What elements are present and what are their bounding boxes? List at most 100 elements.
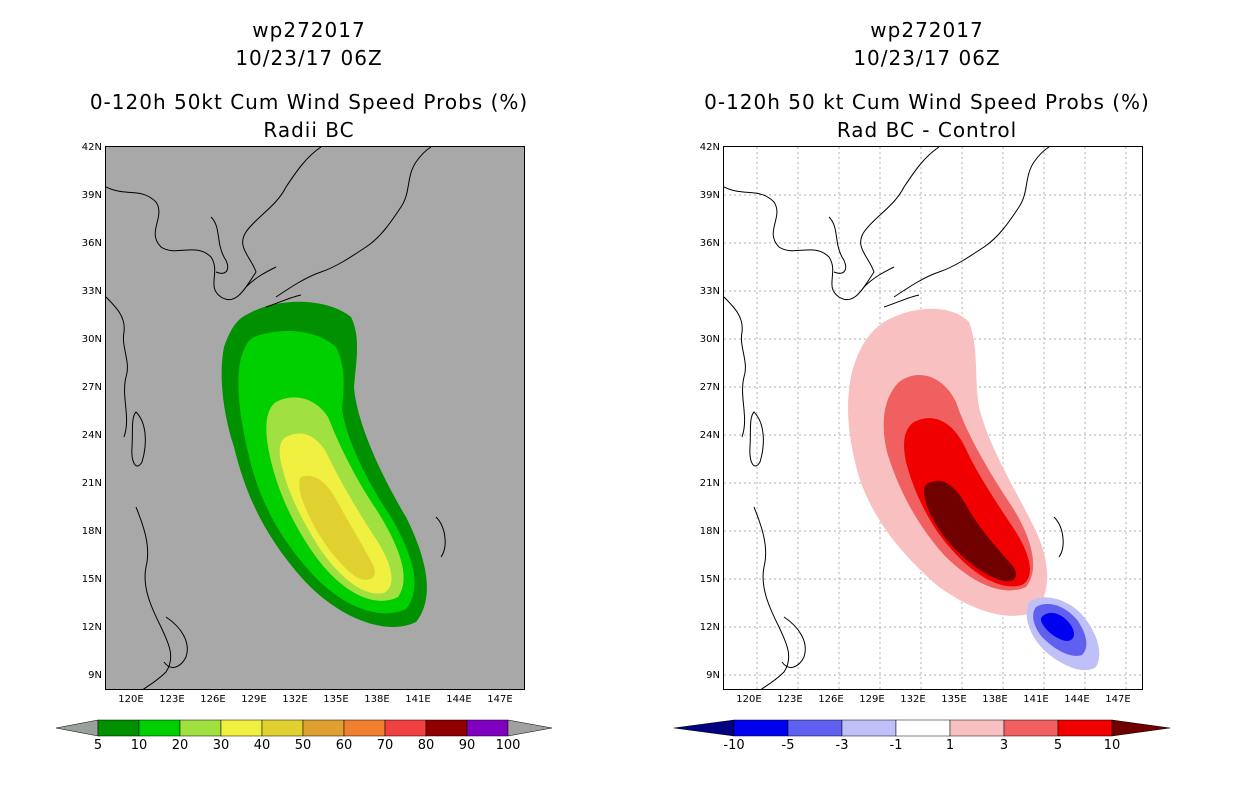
subtitle: Rad BC - Control: [836, 118, 1018, 142]
colorbar-label: 100: [495, 738, 521, 753]
colorbar-label: 40: [253, 738, 271, 753]
lat-label: 15N: [699, 574, 720, 585]
colorbar-label: -3: [835, 738, 849, 753]
date-title: 10/23/17 06Z: [853, 46, 1001, 70]
colorbar-low-arrow: [674, 719, 735, 737]
colorbar-swatch: [466, 719, 509, 737]
lat-label: 21N: [81, 478, 102, 489]
lat-label: 9N: [706, 670, 720, 681]
lon-label: 126E: [818, 694, 844, 705]
probability-map: [105, 146, 525, 690]
lon-label: 129E: [859, 694, 885, 705]
coastlines: [106, 147, 446, 689]
lat-label: 18N: [699, 526, 720, 537]
lat-label: 33N: [81, 286, 102, 297]
lat-label: 12N: [699, 622, 720, 633]
colorbar-swatch: [343, 719, 386, 737]
lat-label: 30N: [699, 334, 720, 345]
difference-map: [723, 146, 1143, 690]
taiwan-outline: [749, 411, 764, 467]
lon-label: 141E: [1023, 694, 1049, 705]
lat-label: 42N: [699, 142, 720, 153]
lon-label: 144E: [446, 694, 472, 705]
lon-label: 132E: [900, 694, 926, 705]
colorbar-swatch: [302, 719, 345, 737]
diff-contour-neg5: [1040, 612, 1074, 641]
colorbar: [56, 719, 553, 737]
colorbar-label: 60: [335, 738, 353, 753]
colorbar-swatch: [138, 719, 181, 737]
lon-label: 129E: [241, 694, 267, 705]
lon-label: 123E: [159, 694, 185, 705]
colorbar-label: 5: [93, 738, 103, 753]
map-svg: [724, 147, 1142, 689]
lon-label: 147E: [487, 694, 513, 705]
colorbar-label: 5: [1053, 738, 1063, 753]
left-panel: wp272017 10/23/17 06Z 0-120h 50kt Cum Wi…: [56, 18, 553, 753]
diff-contour-pos5: [904, 418, 1030, 587]
lon-label: 126E: [200, 694, 226, 705]
colorbar-swatch: [949, 719, 1005, 737]
colorbar-label: 20: [171, 738, 189, 753]
lat-label: 36N: [699, 238, 720, 249]
colorbar-swatch: [97, 719, 140, 737]
lat-label: 15N: [81, 574, 102, 585]
colorbar-swatch: [787, 719, 843, 737]
prob-contour-40: [299, 475, 375, 580]
lon-label: 123E: [777, 694, 803, 705]
storm-id-title: wp272017: [870, 18, 984, 42]
colorbar-label: 80: [417, 738, 435, 753]
colorbar-swatch: [895, 719, 951, 737]
colorbar-swatch: [1003, 719, 1059, 737]
colorbar-swatch: [384, 719, 427, 737]
product-title: 0-120h 50 kt Cum Wind Speed Probs (%): [704, 90, 1150, 114]
colorbar-swatch: [220, 719, 263, 737]
lat-label: 39N: [699, 190, 720, 201]
colorbar-label: 30: [212, 738, 230, 753]
product-title: 0-120h 50kt Cum Wind Speed Probs (%): [89, 90, 529, 114]
lat-label: 30N: [81, 334, 102, 345]
colorbar: [674, 719, 1171, 737]
lon-label: 141E: [405, 694, 431, 705]
colorbar-swatch: [733, 719, 789, 737]
lon-label: 120E: [736, 694, 762, 705]
lat-label: 24N: [81, 430, 102, 441]
colorbar-swatch: [841, 719, 897, 737]
lon-label: 135E: [941, 694, 967, 705]
colorbar-label: 10: [1103, 738, 1121, 753]
lon-label: 138E: [364, 694, 390, 705]
colorbar-label: -10: [723, 738, 745, 753]
right-panel: wp272017 10/23/17 06Z 0-120h 50 kt Cum W…: [618, 0, 1236, 800]
lat-label: 42N: [81, 142, 102, 153]
lat-label: 39N: [81, 190, 102, 201]
colorbar-swatch: [1057, 719, 1113, 737]
colorbar-label: 10: [130, 738, 148, 753]
lon-label: 147E: [1105, 694, 1131, 705]
colorbar-label: 90: [458, 738, 476, 753]
lat-label: 27N: [699, 382, 720, 393]
lat-label: 24N: [699, 430, 720, 441]
lat-label: 33N: [699, 286, 720, 297]
colorbar-high-arrow: [507, 719, 553, 737]
colorbar-label: -1: [889, 738, 903, 753]
lon-label: 135E: [323, 694, 349, 705]
colorbar-label: -5: [781, 738, 795, 753]
lat-label: 36N: [81, 238, 102, 249]
lat-label: 9N: [88, 670, 102, 681]
storm-id-title: wp272017: [252, 18, 366, 42]
taiwan-outline: [131, 411, 146, 467]
colorbar-swatch: [261, 719, 304, 737]
subtitle: Radii BC: [263, 118, 355, 142]
map-svg: [106, 147, 446, 689]
lon-label: 132E: [282, 694, 308, 705]
colorbar-label: 50: [294, 738, 312, 753]
lon-label: 120E: [118, 694, 144, 705]
colorbar-high-arrow: [1111, 719, 1171, 737]
colorbar-label: 70: [376, 738, 394, 753]
lon-label: 138E: [982, 694, 1008, 705]
colorbar-label: 1: [945, 738, 955, 753]
lat-label: 18N: [81, 526, 102, 537]
lat-label: 21N: [699, 478, 720, 489]
lon-label: 144E: [1064, 694, 1090, 705]
colorbar-swatch: [179, 719, 222, 737]
